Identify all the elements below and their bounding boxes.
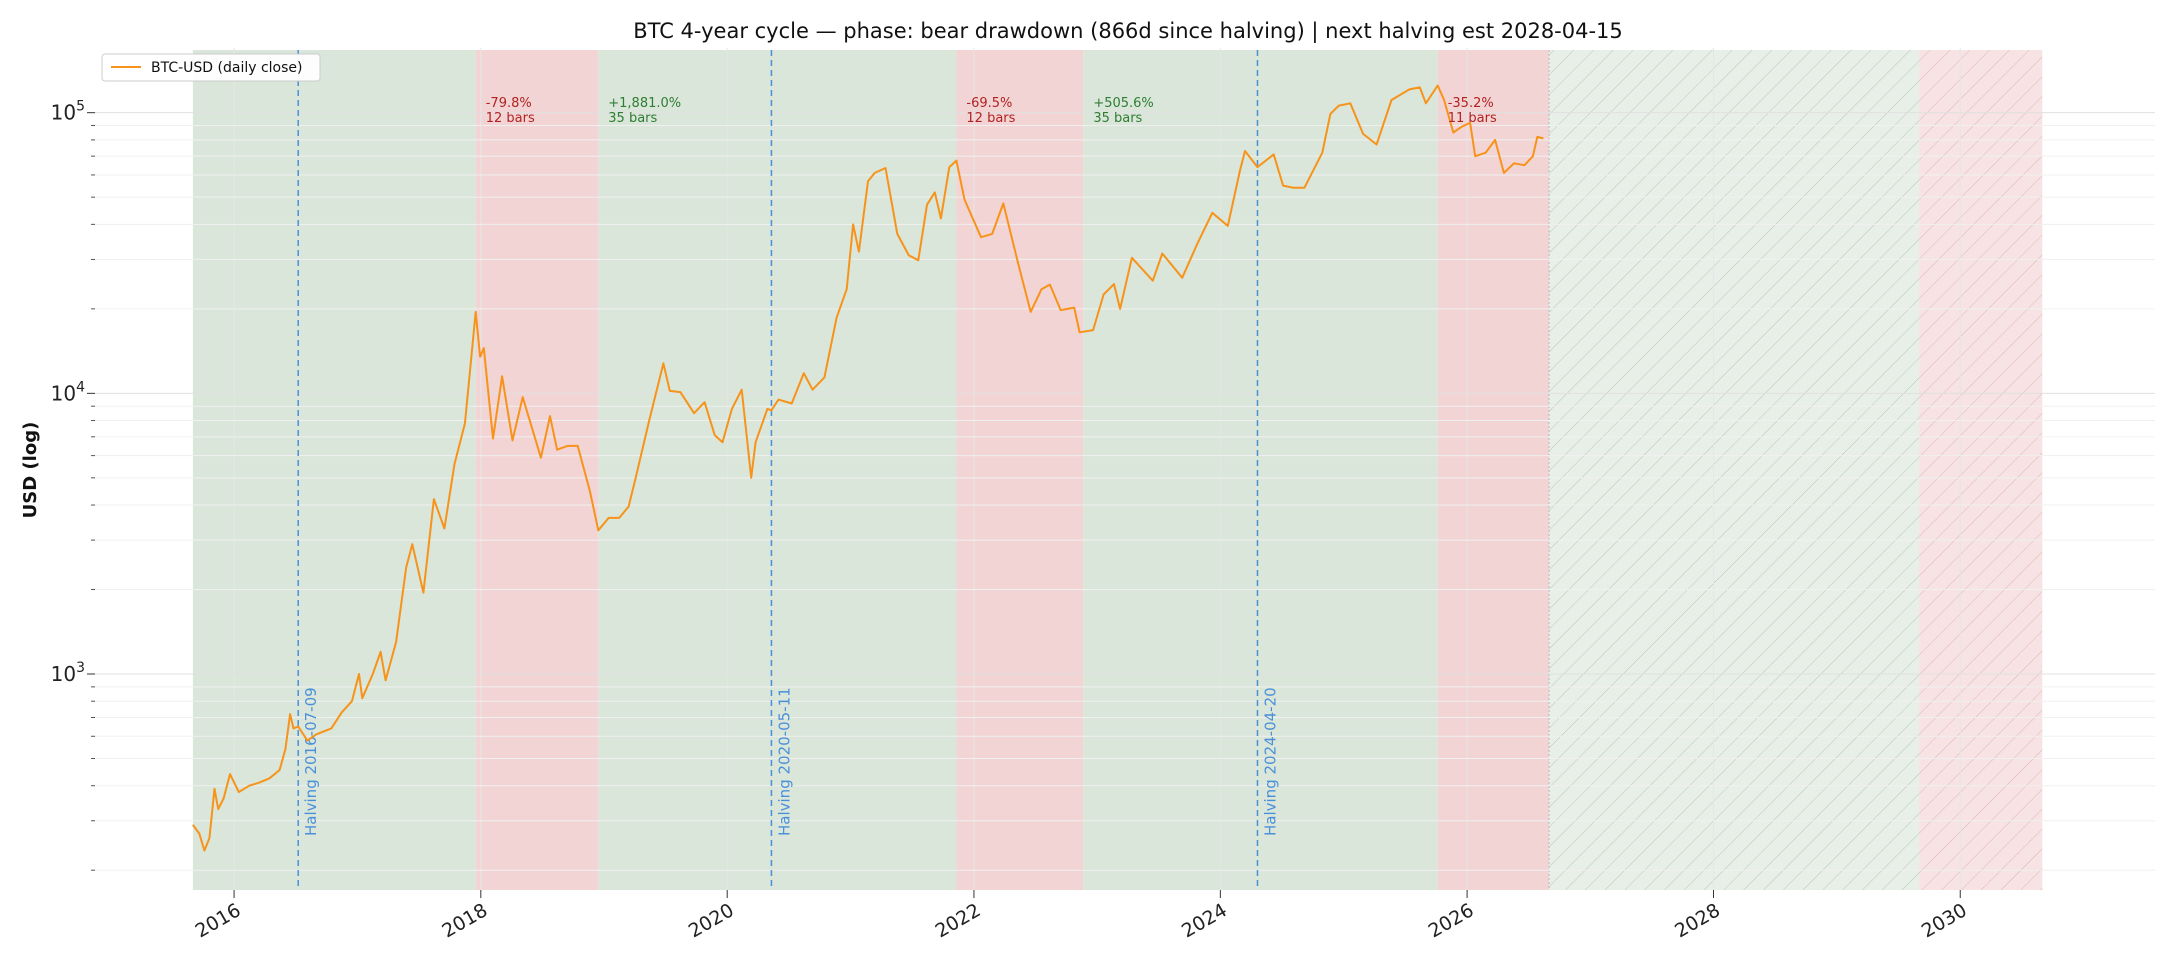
phase-change-label-4: +505.6% [1093, 96, 1153, 111]
legend: BTC-USD (daily close) [101, 53, 321, 82]
phase-duration-label-4: 35 bars [1093, 111, 1142, 126]
projected-hatch-bear-1 [1919, 50, 2043, 890]
y-tick-label-1000: 103 [51, 660, 85, 686]
y-axis: 103 104 105 [51, 99, 95, 871]
x-tick-label-2028: 2028 [1671, 899, 1724, 942]
grid [95, 48, 2155, 890]
y-axis-label: USD (log) [20, 422, 41, 519]
phase-duration-label-1: 12 bars [486, 111, 535, 126]
phase-bands [192, 50, 2043, 890]
series-line-0 [192, 84, 1544, 852]
phase-duration-label-5: 11 bars [1448, 111, 1497, 126]
phase-change-label-1: -79.8% [486, 96, 532, 111]
x-tick-label-2016: 2016 [192, 899, 245, 942]
x-tick-label-2022: 2022 [932, 899, 985, 942]
phase-band-bull-4 [1083, 50, 1438, 890]
legend-entry-btc-usd: BTC-USD (daily close) [151, 60, 303, 76]
price-series [192, 84, 1544, 852]
phase-band-bear-1 [475, 50, 599, 890]
x-tick-label-2026: 2026 [1425, 899, 1478, 942]
phase-band-bull-0 [192, 50, 476, 890]
phase-duration-label-2: 35 bars [608, 111, 657, 126]
phase-band-bear-5 [1437, 50, 1550, 890]
phase-annotations: -79.8%12 bars+1,881.0%35 bars-69.5%12 ba… [486, 96, 1497, 126]
halving-markers: Halving 2016-07-09 Halving 2020-05-11 Halv… [297, 50, 1279, 890]
halving-label-1: Halving 2020-05-11 [775, 687, 793, 836]
phase-change-label-5: -35.2% [1448, 96, 1494, 111]
x-tick-label-2020: 2020 [685, 899, 738, 942]
phase-change-label-2: +1,881.0% [608, 96, 681, 111]
phase-change-label-3: -69.5% [966, 96, 1012, 111]
phase-duration-label-3: 12 bars [966, 111, 1015, 126]
phase-band-bear-3 [956, 50, 1084, 890]
chart-title: BTC 4-year cycle — phase: bear drawdown … [633, 19, 1623, 44]
halving-label-0: Halving 2016-07-09 [302, 687, 320, 836]
projected-hatch-bull-0 [1549, 50, 1920, 890]
y-tick-label-100000: 105 [51, 99, 85, 125]
halving-label-2: Halving 2024-04-20 [1261, 687, 1279, 836]
y-tick-label-10000: 104 [51, 379, 85, 405]
phase-band-bull-2 [598, 50, 957, 890]
x-tick-label-2030: 2030 [1918, 899, 1971, 942]
x-axis: 2016 2018 2020 2022 2024 2026 2028 2030 [192, 890, 1971, 943]
x-tick-label-2024: 2024 [1178, 899, 1231, 942]
x-tick-label-2018: 2018 [438, 899, 491, 942]
legend-box [101, 53, 321, 82]
